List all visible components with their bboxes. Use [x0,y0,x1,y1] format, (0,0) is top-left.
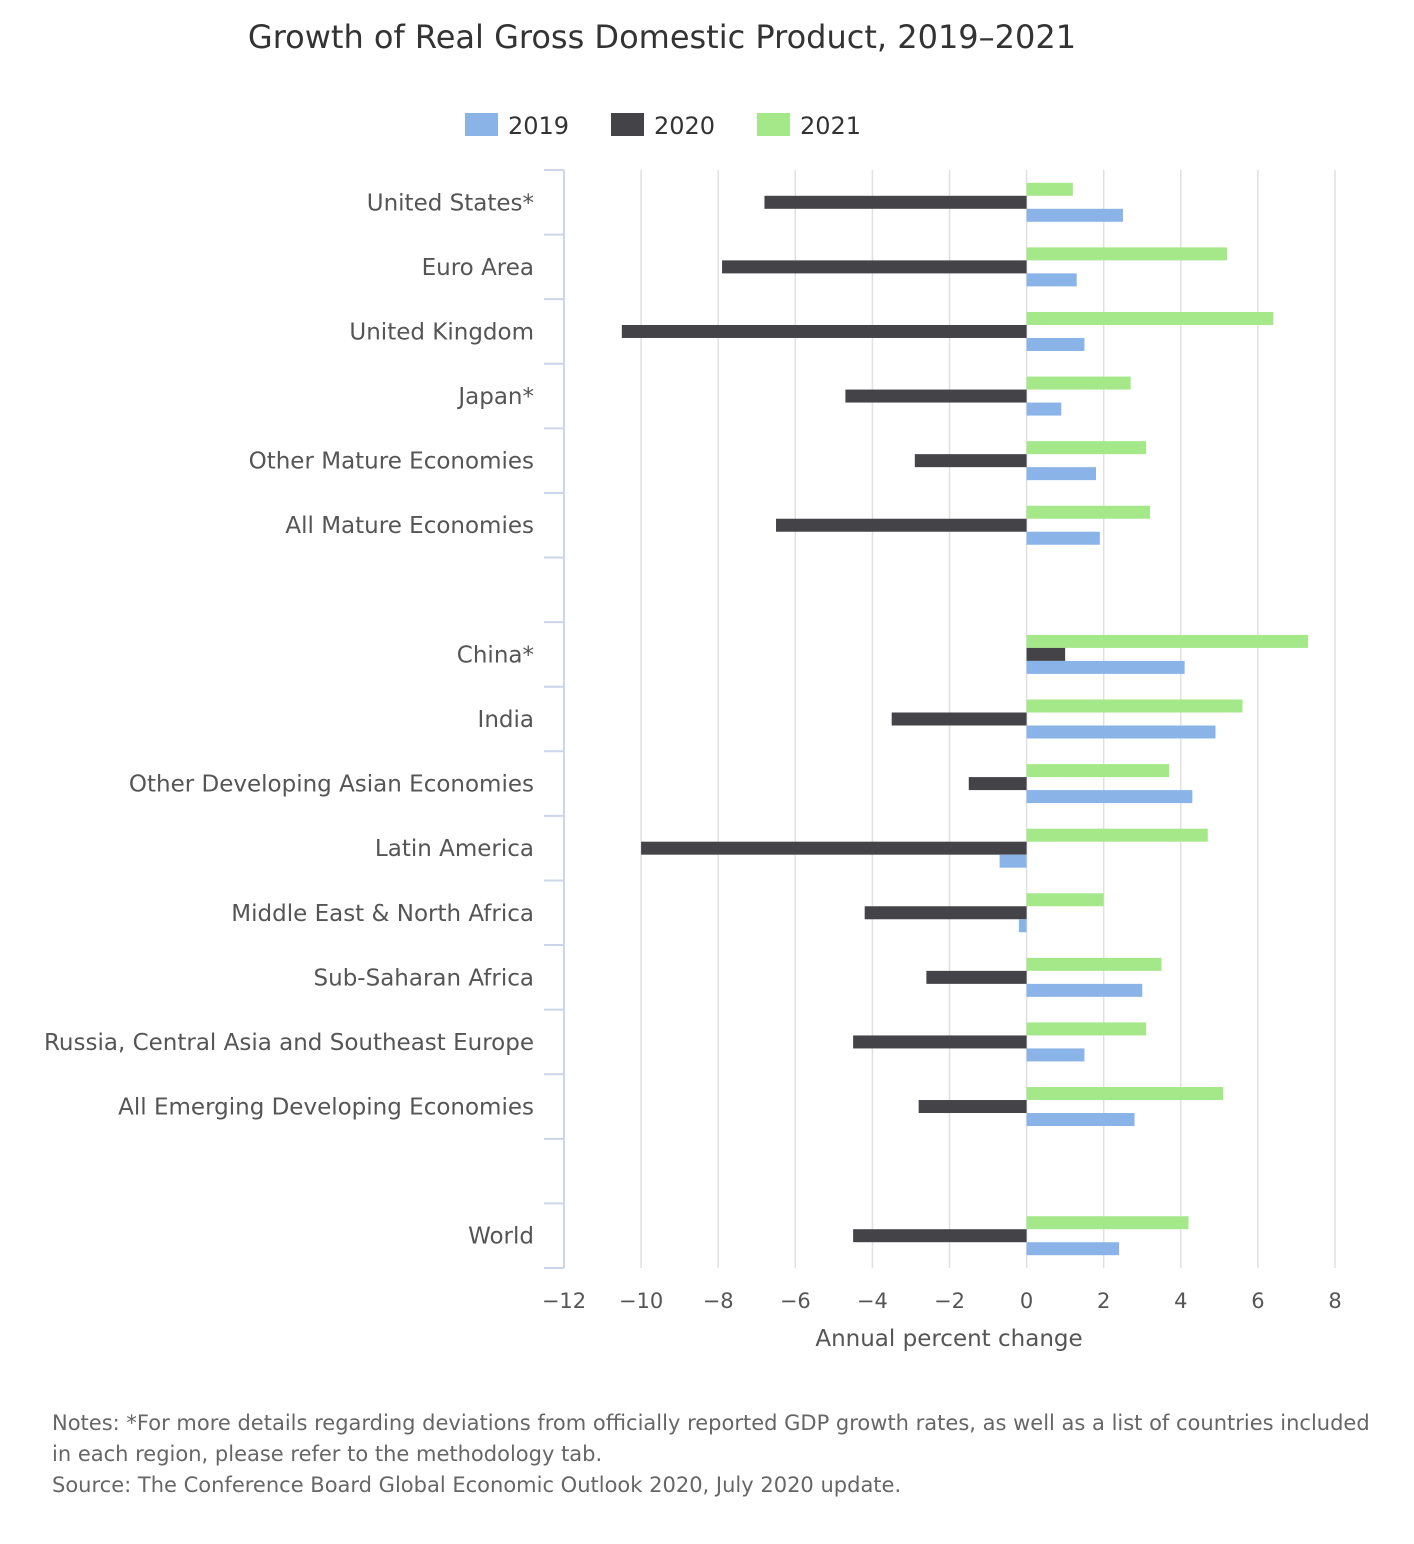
x-tick-label: 6 [1251,1289,1264,1313]
bar-2019[interactable] [1026,1242,1120,1256]
bar-2021[interactable] [1026,893,1104,907]
x-tick-label: −4 [857,1289,888,1313]
bar-2020[interactable] [722,260,1027,274]
legend-swatch-2020 [611,113,644,136]
x-axis: −12 −10 −8 −6 −4 −2 0 2 4 6 8 [542,1289,1342,1313]
bar-2021[interactable] [1026,957,1162,971]
bar-2019[interactable] [1026,1113,1135,1127]
category-label: All Emerging Developing Economies [118,1095,534,1121]
legend-label[interactable]: 2021 [800,112,861,140]
x-tick-label: 4 [1174,1289,1187,1313]
bar-2019[interactable] [1026,1048,1085,1062]
bar-2019[interactable] [999,854,1027,868]
bar-2020[interactable] [891,712,1027,726]
bar-2021[interactable] [1026,1022,1147,1036]
chart-notes: Notes: *For more details regarding devia… [52,1408,1372,1501]
bar-2020[interactable] [853,1035,1027,1049]
category-label: Euro Area [422,255,534,281]
bar-2019[interactable] [1026,531,1100,545]
x-axis-title: Annual percent change [815,1326,1082,1352]
category-axis: United States* Euro Area United Kingdom Jap… [44,169,565,1269]
notes-text: Notes: *For more details regarding devia… [52,1411,1370,1466]
bar-2020[interactable] [914,454,1027,468]
bar-2020[interactable] [864,906,1027,920]
bar-2021[interactable] [1026,247,1228,261]
category-label: Japan* [456,384,534,410]
category-label: Russia, Central Asia and Southeast Europ… [44,1030,534,1056]
bar-2019[interactable] [1026,402,1062,416]
legend: 2019 2020 2021 [465,112,861,140]
bar-2020[interactable] [776,518,1027,532]
bar-2019[interactable] [1026,790,1193,804]
source-text: Source: The Conference Board Global Econ… [52,1473,902,1497]
bar-2021[interactable] [1026,1087,1224,1101]
bar-2019[interactable] [1026,467,1096,481]
bar-2021[interactable] [1026,441,1147,455]
bar-2020[interactable] [926,970,1027,984]
legend-swatch-2021 [757,113,790,136]
x-tick-label: −2 [934,1289,965,1313]
x-tick-label: 2 [1097,1289,1110,1313]
bar-2021[interactable] [1026,764,1170,778]
chart-title: Growth of Real Gross Domestic Product, 2… [248,18,1076,56]
legend-label[interactable]: 2019 [508,112,569,140]
category-label: Other Mature Economies [249,449,534,475]
bar-2021[interactable] [1026,311,1274,325]
category-label: Middle East & North Africa [231,901,534,927]
x-tick-label: −12 [542,1289,586,1313]
legend-swatch-2019 [465,113,498,136]
category-label: Other Developing Asian Economies [129,772,534,798]
bar-2019[interactable] [1026,660,1185,674]
bar-2019[interactable] [1026,983,1143,997]
bar-2021[interactable] [1026,376,1131,390]
legend-label[interactable]: 2020 [654,112,715,140]
bar-2020[interactable] [968,777,1027,791]
category-label: United States* [367,190,534,216]
category-label: Sub-Saharan Africa [314,965,534,991]
bar-2020[interactable] [845,389,1027,403]
x-tick-label: −10 [619,1289,663,1313]
bar-2020[interactable] [764,195,1027,209]
bar-2021[interactable] [1026,505,1150,519]
bar-2020[interactable] [918,1100,1027,1114]
bar-series [621,182,1309,1256]
bar-2020[interactable] [621,324,1027,338]
bar-2021[interactable] [1026,828,1208,842]
x-tick-label: −8 [703,1289,734,1313]
bar-2019[interactable] [1026,725,1216,739]
bar-2021[interactable] [1026,182,1073,196]
x-tick-label: −6 [780,1289,811,1313]
category-label: All Mature Economies [285,513,534,539]
bar-2021[interactable] [1026,1216,1189,1230]
bar-2021[interactable] [1026,699,1243,713]
bar-2020[interactable] [1026,647,1066,661]
category-label: World [468,1224,534,1250]
bar-2021[interactable] [1026,634,1309,648]
bar-2019[interactable] [1026,208,1123,222]
bar-2019[interactable] [1026,337,1085,351]
bar-2020[interactable] [641,841,1027,855]
bar-2019[interactable] [1026,273,1077,287]
x-tick-label: 0 [1020,1289,1033,1313]
category-label: China* [457,642,534,668]
bar-2020[interactable] [853,1229,1027,1243]
x-tick-label: 8 [1328,1289,1341,1313]
category-label: India [478,707,534,733]
gdp-growth-chart: Growth of Real Gross Domestic Product, 2… [44,18,1342,1352]
bar-2019[interactable] [1018,919,1027,933]
category-label: United Kingdom [349,319,534,345]
category-label: Latin America [375,836,534,862]
